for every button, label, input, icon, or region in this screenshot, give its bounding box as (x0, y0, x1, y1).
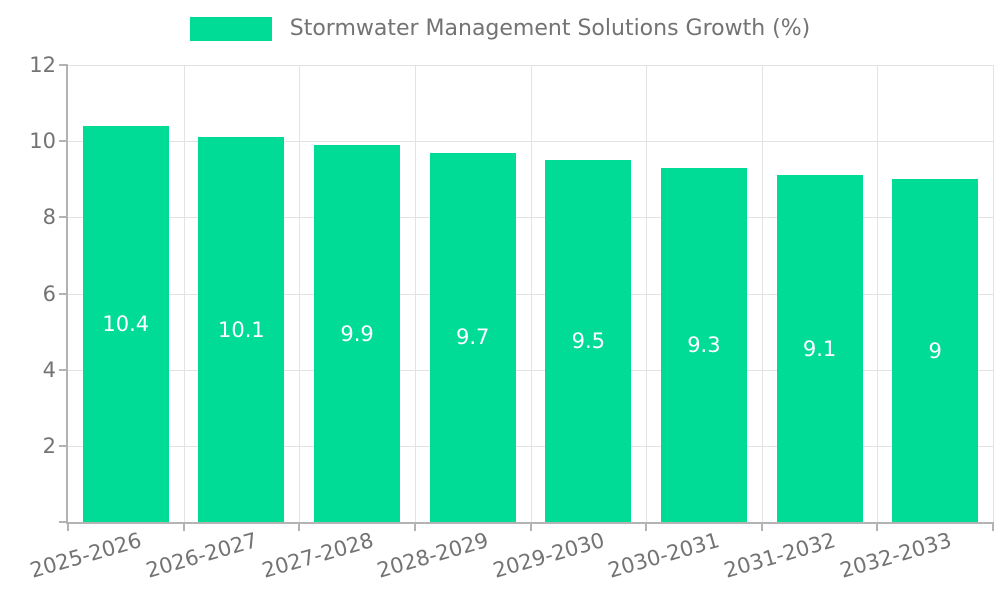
x-gridline (299, 65, 301, 522)
x-axis-tick (876, 522, 879, 531)
bar-value-label: 9.9 (340, 321, 374, 346)
x-axis-tick (413, 522, 416, 531)
x-tick-label: 2025-2026 (27, 528, 145, 583)
y-tick-label: 10 (29, 129, 56, 154)
bar[interactable] (892, 179, 979, 523)
x-axis-line (66, 522, 993, 524)
y-axis-tick (59, 521, 68, 523)
x-gridline (877, 65, 879, 522)
y-axis-tick (59, 292, 68, 295)
y-tick-label: 6 (42, 281, 56, 306)
x-axis-tick (992, 522, 994, 531)
bar[interactable] (660, 167, 747, 522)
y-axis-tick (59, 140, 68, 143)
y-tick-label: 8 (42, 205, 56, 230)
bar[interactable] (545, 160, 632, 522)
x-gridline (414, 65, 416, 522)
x-tick-label: 2026-2027 (143, 528, 261, 583)
y-axis-line (66, 65, 68, 524)
x-gridline (993, 65, 994, 522)
bar-value-label: 9.1 (802, 336, 837, 361)
bar-value-label: 9.7 (455, 325, 490, 350)
x-axis-tick (760, 522, 763, 531)
x-tick-label: 2027-2028 (259, 528, 376, 583)
y-axis-tick (59, 216, 68, 219)
y-tick-label: 12 (29, 53, 56, 77)
x-tick-label: 2029-2030 (490, 528, 607, 583)
x-axis-tick (67, 522, 69, 531)
legend-swatch-icon (189, 16, 272, 41)
legend-label: Stormwater Management Solutions Growth (… (289, 16, 811, 41)
x-axis-tick (529, 522, 532, 531)
bar-value-label: 9 (928, 338, 942, 363)
y-axis-tick (59, 368, 68, 371)
x-axis-tick (182, 522, 185, 531)
x-tick-label: 2030-2031 (605, 528, 723, 583)
y-tick-label: 4 (42, 357, 56, 382)
bar-value-label: 10.1 (218, 317, 265, 342)
legend-item[interactable]: Stormwater Management Solutions Growth (… (0, 16, 1000, 41)
bar-value-label: 9.5 (571, 329, 605, 354)
bar-value-label: 10.4 (102, 312, 150, 336)
bar[interactable] (82, 125, 169, 522)
bar[interactable] (776, 175, 863, 522)
x-gridline (183, 65, 185, 522)
x-tick-label: 2028-2029 (374, 528, 492, 583)
x-axis-tick (645, 522, 648, 531)
x-tick-label: 2031-2032 (721, 528, 839, 583)
bar[interactable] (198, 137, 285, 522)
bar[interactable] (314, 145, 401, 522)
x-gridline (761, 65, 763, 522)
x-gridline (530, 65, 532, 522)
x-axis-tick (298, 522, 301, 531)
y-axis-tick (59, 444, 68, 447)
bar[interactable] (429, 152, 516, 522)
x-tick-label: 2032-2033 (837, 528, 954, 583)
y-tick-label: 2 (42, 433, 56, 458)
y-axis-tick (59, 64, 68, 66)
bar-value-label: 9.3 (687, 332, 721, 357)
x-gridline (646, 65, 648, 522)
